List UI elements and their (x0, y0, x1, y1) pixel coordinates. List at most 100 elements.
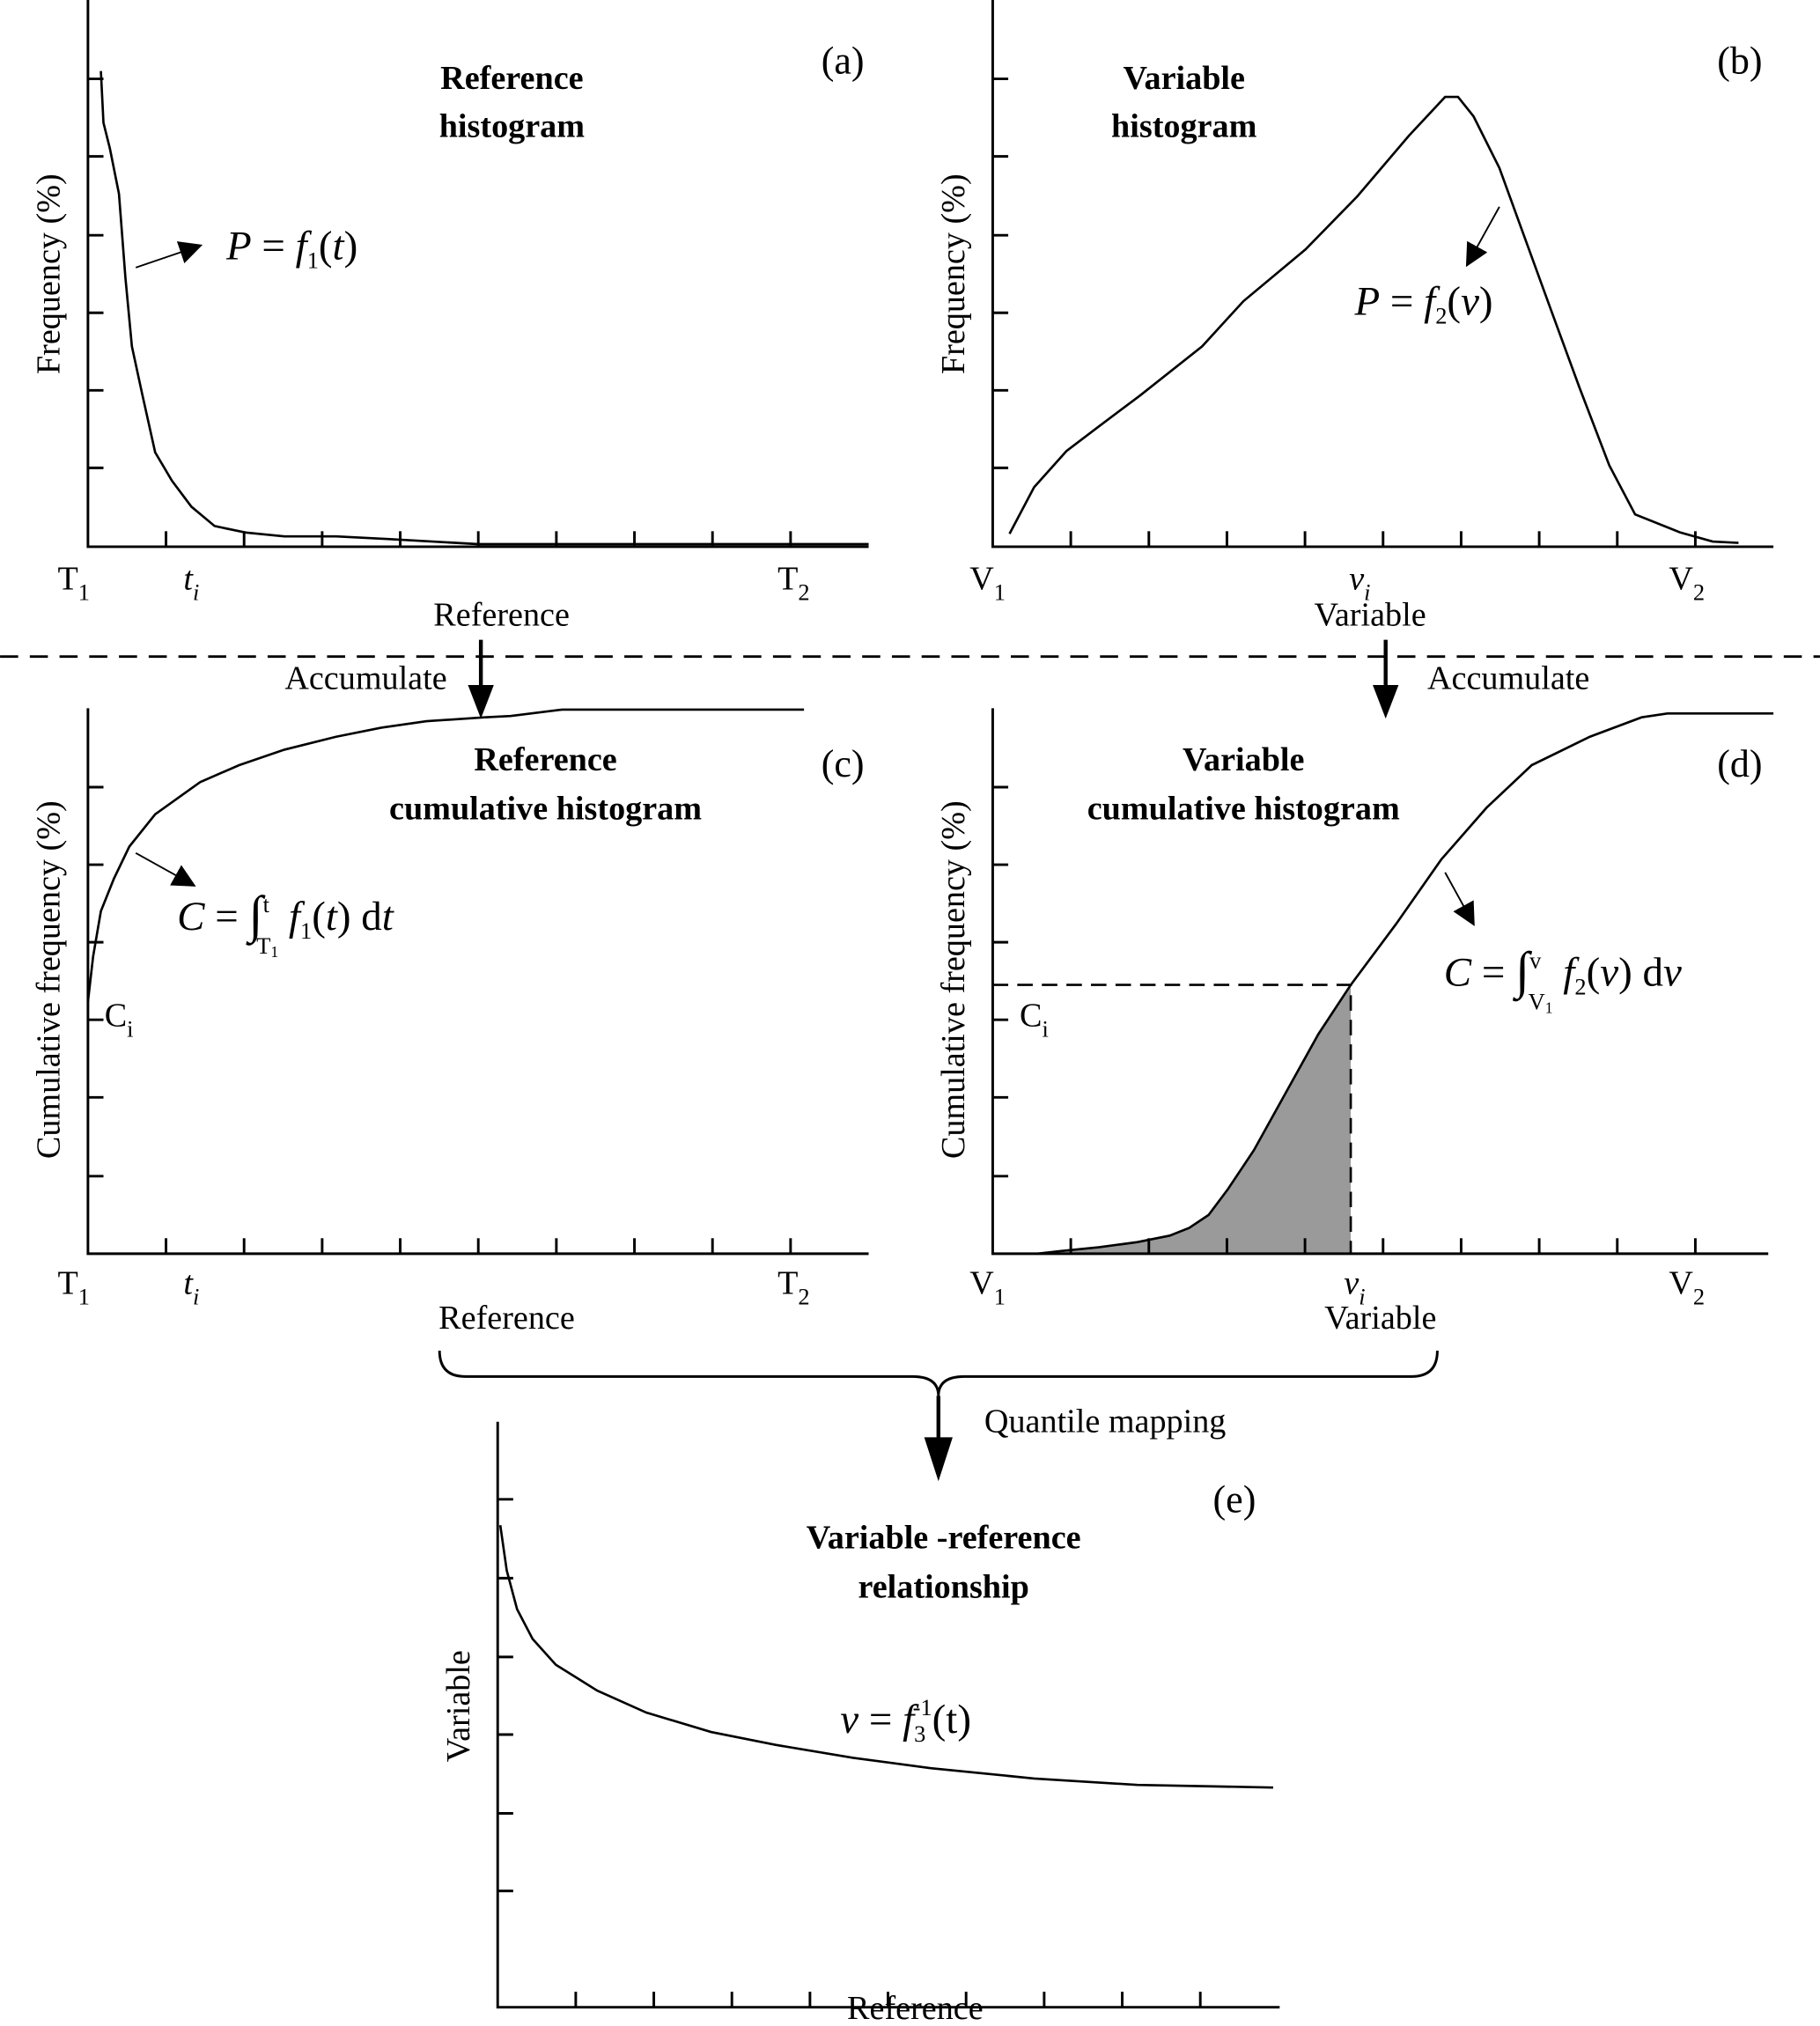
x-mark-label: vi (1349, 560, 1370, 605)
x-mark-label: T2 (777, 1264, 810, 1309)
curve (99, 70, 869, 546)
axes (991, 708, 1769, 1256)
panel-label: (d) (1717, 742, 1762, 785)
subscript: 2 (798, 1284, 809, 1310)
formula-part: 2 (1435, 302, 1447, 328)
text-part: V (969, 1264, 994, 1301)
panel-label: (b) (1717, 40, 1762, 83)
mapping-label: Quantile mapping (984, 1403, 1226, 1440)
axes (86, 0, 869, 549)
subscript: 1 (78, 579, 90, 606)
panel-title: Variable -reference (807, 1520, 1081, 1557)
text-part: T (57, 560, 77, 597)
subscript: 1 (994, 579, 1006, 606)
curve (1008, 95, 1739, 544)
y-axis-label: Cumulative frequency (%) (935, 800, 972, 1159)
formula-part: = (252, 223, 296, 269)
y-axis-label: Frequency (%) (31, 173, 68, 374)
text-part: T (57, 1264, 77, 1301)
panel-title: cumulative histogram (1087, 791, 1400, 828)
text-part: V (1669, 560, 1693, 597)
formula-part: -1 (913, 1694, 932, 1720)
formula-part: 1 (270, 943, 278, 961)
formula-part: = (1471, 949, 1515, 995)
x-mark-label: V1 (969, 560, 1006, 605)
formula-part: V (1529, 989, 1545, 1015)
panel-label: (e) (1213, 1477, 1256, 1521)
text-part: t (183, 560, 194, 597)
subscript: i (127, 1016, 133, 1042)
formula-part: = (205, 894, 249, 939)
formula-part: ∫ (245, 887, 266, 947)
formula-part: C (177, 894, 205, 939)
panel-title: histogram (1111, 108, 1257, 145)
axes (496, 1421, 1280, 2009)
subscript: 2 (1693, 1284, 1705, 1310)
formula-part: d (351, 894, 382, 939)
pointer-arrow (135, 241, 203, 269)
formula-part: v (840, 1697, 858, 1742)
formula-part: t (382, 894, 394, 939)
text-part: V (1669, 1264, 1693, 1301)
x-axis-label: Variable (1315, 596, 1426, 633)
text-part: T (777, 560, 798, 597)
panel-title: cumulative histogram (389, 791, 702, 828)
arrow-head (1373, 685, 1399, 719)
formula-part: ( (312, 894, 326, 939)
formula-part: t (326, 894, 338, 939)
formula: P = f1(t) (225, 223, 357, 273)
subscript: i (193, 579, 199, 606)
axes (991, 0, 1774, 549)
x-mark-label: V1 (969, 1264, 1006, 1309)
formula-part: v (1461, 278, 1479, 324)
formula-part: v (1529, 947, 1542, 973)
formula-part: d (1632, 949, 1663, 995)
subscript: i (1364, 579, 1370, 606)
formula-part: ( (319, 223, 333, 269)
formula-part: ( (1587, 949, 1601, 995)
y-axis-label: Variable (440, 1650, 477, 1762)
formula-part: 2 (1574, 973, 1586, 999)
y-axis-label: Frequency (%) (935, 173, 972, 374)
y-axis-label: Cumulative frequency (%) (31, 800, 68, 1159)
formula: P = f2(v) (1353, 278, 1492, 328)
x-mark-label: T2 (777, 560, 810, 605)
subscript: 2 (798, 579, 809, 606)
arrow-head (468, 685, 494, 719)
x-mark-label: T1 (57, 1264, 90, 1309)
text-part: v (1344, 1264, 1359, 1301)
formula-part: ∫ (1512, 942, 1533, 1002)
subscript: i (1359, 1284, 1365, 1310)
panel-title: Reference (440, 60, 583, 97)
panel-title: Variable (1183, 741, 1305, 778)
formula-part: 3 (914, 1720, 925, 1747)
text-part: t (183, 1264, 194, 1301)
x-mark-label: ti (183, 560, 199, 605)
x-mark-label: ti (183, 1264, 199, 1309)
subscript: 1 (78, 1284, 90, 1310)
arrow-head (924, 1437, 953, 1482)
formula-part: = (1380, 278, 1424, 324)
x-mark-label: V2 (1669, 560, 1705, 605)
formula-part: 1 (300, 917, 312, 944)
formula-part: T (256, 933, 270, 960)
level-label: Ci (1020, 997, 1049, 1042)
formula-part: t (263, 891, 270, 917)
curve (1036, 711, 1774, 1256)
formula: v = f3-1(t) (840, 1694, 971, 1747)
formula-part: ) (1618, 949, 1632, 995)
subscript: i (1042, 1016, 1048, 1042)
formula-part: ) (1479, 278, 1493, 324)
formula-part: ) (344, 223, 358, 269)
shaded-area (1036, 984, 1352, 1254)
formula-part: P (225, 223, 252, 269)
formula-part: v (1663, 949, 1682, 995)
pointer-arrow (1444, 872, 1475, 926)
pointer-arrow (1465, 206, 1500, 268)
subscript: 1 (994, 1284, 1006, 1310)
text-part: C (105, 997, 127, 1034)
curve (498, 1524, 1274, 1789)
subscript: i (193, 1284, 199, 1310)
panel-title: Variable (1123, 60, 1245, 97)
formula: C = ∫t T1 f1(t) dt (177, 887, 394, 961)
